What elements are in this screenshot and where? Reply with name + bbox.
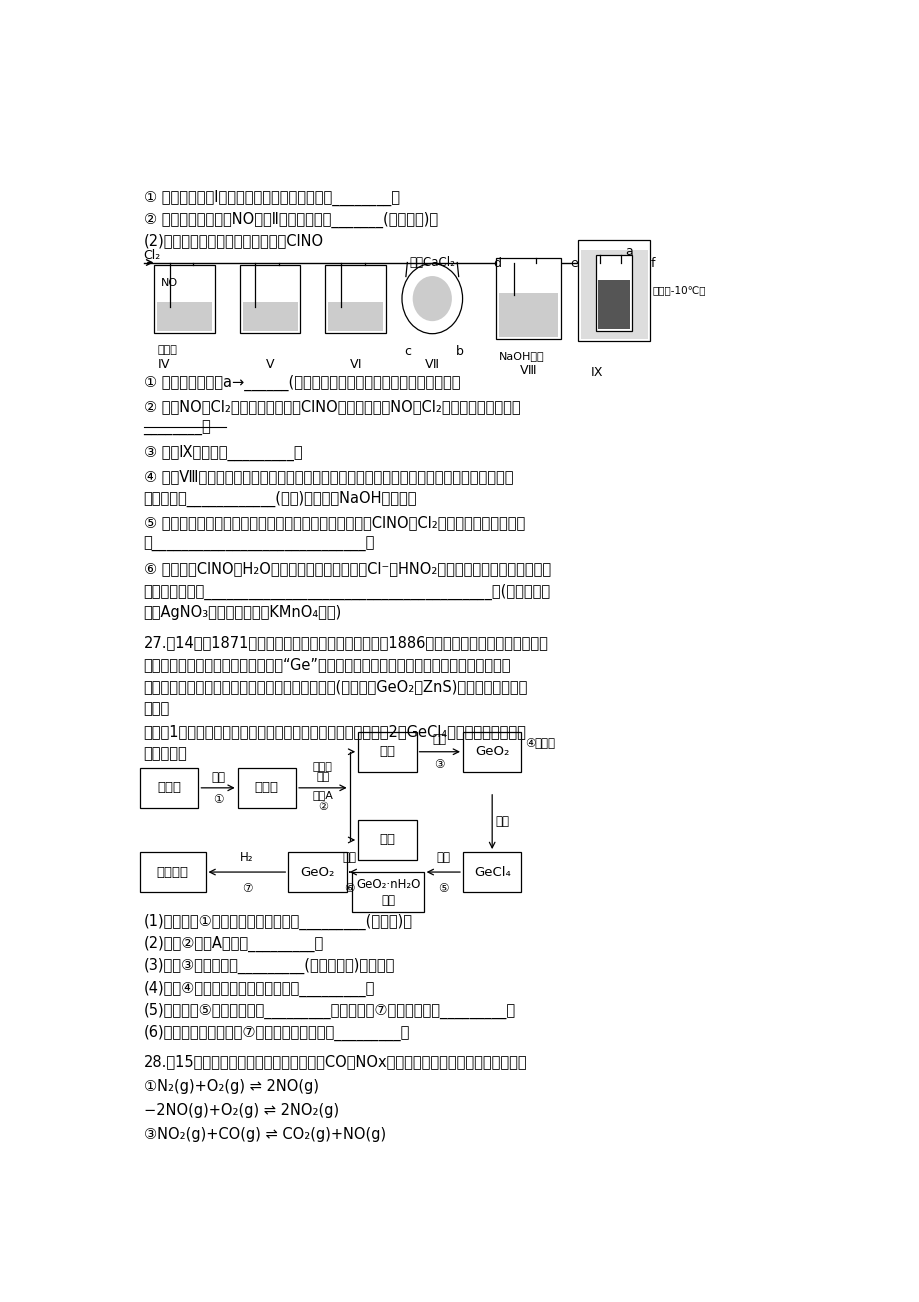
Text: 滤液: 滤液 — [379, 833, 395, 846]
Text: ④: ④ — [525, 737, 535, 750]
Text: 下：AgNO₃溶液，稀硫酸，KMnO₄溶液): 下：AgNO₃溶液，稀硫酸，KMnO₄溶液) — [143, 605, 341, 620]
Text: Cl₂: Cl₂ — [143, 250, 161, 263]
Text: 焙烧: 焙烧 — [432, 733, 447, 746]
Bar — [325, 264, 386, 333]
Text: 为_____________________________。: 为_____________________________。 — [143, 538, 374, 552]
Text: ③: ③ — [434, 758, 445, 771]
Text: 晶体: 晶体 — [380, 894, 394, 907]
Text: f: f — [651, 258, 655, 271]
Text: (1)简述步骤①中提高酸浸效率的措施_________(写两种)。: (1)简述步骤①中提高酸浸效率的措施_________(写两种)。 — [143, 914, 412, 931]
Bar — [328, 302, 382, 331]
Text: ⑥: ⑥ — [344, 881, 355, 894]
Text: 操作A: 操作A — [312, 790, 333, 799]
Bar — [154, 264, 215, 333]
Text: Ⅸ: Ⅸ — [590, 366, 601, 379]
Text: 纯水: 纯水 — [436, 852, 449, 865]
Text: 流程。: 流程。 — [143, 702, 170, 716]
Text: (5)写出步骤⑤的化学方程式_________。写出步骤⑦的化学方程式_________。: (5)写出步骤⑤的化学方程式_________。写出步骤⑦的化学方程式_____… — [143, 1003, 515, 1018]
Text: ③ 装置Ⅸ的作用是_________。: ③ 装置Ⅸ的作用是_________。 — [143, 445, 301, 461]
Text: 浓盐酸: 浓盐酸 — [534, 737, 555, 750]
Text: GeO₂·nH₂O: GeO₂·nH₂O — [356, 879, 420, 892]
Text: e: e — [569, 258, 577, 271]
Bar — [352, 872, 424, 913]
Bar — [597, 280, 630, 328]
Text: ②: ② — [317, 802, 327, 812]
Text: 无水CaCl₂: 无水CaCl₂ — [409, 256, 455, 270]
Bar — [140, 852, 205, 892]
Bar — [596, 255, 631, 331]
Text: 可将尾气与____________(气体)同时通入NaOH溶液中。: 可将尾气与____________(气体)同时通入NaOH溶液中。 — [143, 491, 416, 508]
Text: 已知：1．丹宁是一种有机沉淡剂，可与四价锇络合形成沉淠；2．GeCl₄易水解，在浓盐酸中: 已知：1．丹宁是一种有机沉淡剂，可与四价锇络合形成沉淠；2．GeCl₄易水解，在… — [143, 724, 526, 738]
Text: ⑤: ⑤ — [437, 881, 448, 894]
Text: Ⅴ: Ⅴ — [266, 358, 275, 371]
Text: Ⅳ: Ⅳ — [157, 358, 169, 371]
Text: NO: NO — [161, 279, 178, 288]
Text: GeO₂: GeO₂ — [300, 866, 335, 879]
Text: ⑤ 王水是浓盐酸和浓硫酸的混酸，一定条件下混酸可生成ClNO和Cl₂，该反应的化学方程式: ⑤ 王水是浓盐酸和浓硫酸的混酸，一定条件下混酸可生成ClNO和Cl₂，该反应的化… — [143, 516, 524, 530]
Text: Ⅶ: Ⅶ — [425, 358, 438, 371]
Text: 液硫酸: 液硫酸 — [158, 345, 177, 354]
Bar — [357, 820, 416, 861]
Text: H₂: H₂ — [240, 852, 254, 865]
Bar — [237, 768, 296, 809]
Text: ④ 装置Ⅷ吸收尾气时，有同学认为尾气中的某种气体不能完全被吸收，为了充分吸收尾气，: ④ 装置Ⅷ吸收尾气时，有同学认为尾气中的某种气体不能完全被吸收，为了充分吸收尾气… — [143, 469, 513, 484]
Text: 高纯度锇: 高纯度锇 — [156, 866, 188, 879]
Bar — [157, 302, 211, 331]
Text: 有机沉: 有机沉 — [312, 762, 333, 772]
Text: 淠剂: 淠剂 — [316, 772, 329, 781]
Text: (2)利用以下装置在常温常压下制备ClNO: (2)利用以下装置在常温常压下制备ClNO — [143, 233, 323, 249]
Text: GeCl₄: GeCl₄ — [473, 866, 510, 879]
Text: b: b — [455, 345, 463, 358]
Text: d: d — [493, 258, 500, 271]
Bar — [240, 264, 301, 333]
Bar — [578, 241, 649, 341]
Text: (6)请写出一种证明步骤⑦反应完全的操作方法_________。: (6)请写出一种证明步骤⑦反应完全的操作方法_________。 — [143, 1025, 410, 1040]
Text: 溶液于试管中，_______________________________________。(限选试剂如: 溶液于试管中，_________________________________… — [143, 583, 550, 599]
Text: ①N₂(g)+O₂(g) ⇌ 2NO(g): ①N₂(g)+O₂(g) ⇌ 2NO(g) — [143, 1078, 318, 1094]
Text: ③NO₂(g)+CO(g) ⇌ CO₂(g)+NO(g): ③NO₂(g)+CO(g) ⇌ CO₂(g)+NO(g) — [143, 1126, 385, 1142]
Ellipse shape — [413, 276, 451, 322]
Bar — [462, 852, 521, 892]
Text: ⑦: ⑦ — [242, 881, 252, 894]
Text: 过滤: 过滤 — [495, 815, 509, 828]
Text: (3)步骤③中的物质在_________(填仪器名称)中加热。: (3)步骤③中的物质在_________(填仪器名称)中加热。 — [143, 958, 394, 974]
Text: (2)步骤②操作A方法是_________。: (2)步骤②操作A方法是_________。 — [143, 936, 323, 953]
Bar — [496, 259, 560, 339]
Text: 了锇元素，并以其祖国的名字命名为“Ge”。锇是重要的半导体材料，其有机化合物在治疗癌: 了锇元素，并以其祖国的名字命名为“Ge”。锇是重要的半导体材料，其有机化合物在治… — [143, 658, 510, 673]
Bar — [580, 250, 647, 339]
Text: 溶解度低。: 溶解度低。 — [143, 746, 187, 760]
Text: ② 为使NO和Cl₂恰好完全反应生成ClNO，理论上通入NO和Cl₂两种气体的流速比为: ② 为使NO和Cl₂恰好完全反应生成ClNO，理论上通入NO和Cl₂两种气体的流… — [143, 398, 519, 414]
Text: c: c — [403, 345, 410, 358]
Bar — [140, 768, 199, 809]
Text: 锇锥矿: 锇锥矿 — [157, 781, 181, 794]
Bar — [357, 732, 416, 772]
Text: 沉淠: 沉淠 — [379, 745, 395, 758]
Text: Ⅵ: Ⅵ — [350, 358, 361, 371]
Text: a: a — [624, 246, 632, 259]
Text: ① 写出利用装置Ⅰ制备氯气的离子反应方程式：________。: ① 写出利用装置Ⅰ制备氯气的离子反应方程式：________。 — [143, 189, 399, 206]
Text: Ⅷ: Ⅷ — [520, 363, 536, 376]
Bar — [243, 302, 297, 331]
Text: 27.（14分）1871年门捷列夫最早预言了类硅元素锇，1886年德国化学家温克勒发现和分离: 27.（14分）1871年门捷列夫最早预言了类硅元素锇，1886年德国化学家温克… — [143, 635, 548, 651]
Text: NaOH溶液: NaOH溶液 — [498, 350, 544, 361]
Text: ________。: ________。 — [143, 421, 211, 436]
Text: ⑥ 写出验证ClNO与H₂O完全反应后的溶液中存在Cl⁻和HNO₂的实验步骤：取少量反应后的: ⑥ 写出验证ClNO与H₂O完全反应后的溶液中存在Cl⁻和HNO₂的实验步骤：取… — [143, 561, 550, 577]
Text: 脱水: 脱水 — [342, 852, 357, 865]
Text: (4)步骤④不能用稀盐酸，原因可能是_________。: (4)步骤④不能用稀盐酸，原因可能是_________。 — [143, 980, 374, 996]
Text: GeO₂: GeO₂ — [474, 745, 509, 758]
Text: ①: ① — [212, 793, 223, 806]
Text: ① 装置连接顺序为a→______(按气流自左向右方向，用小写字母表示）。: ① 装置连接顺序为a→______(按气流自左向右方向，用小写字母表示）。 — [143, 375, 460, 391]
Bar — [499, 293, 557, 337]
Bar — [462, 732, 521, 772]
Bar — [288, 852, 346, 892]
Text: 冰盐（-10℃）: 冰盐（-10℃） — [652, 285, 706, 296]
Text: 症方面有着独特的功效。下图为工业上利用锇锥矿(主要成分GeO₂和ZnS)来制备高纯度锇的: 症方面有着独特的功效。下图为工业上利用锇锥矿(主要成分GeO₂和ZnS)来制备高… — [143, 680, 528, 694]
Text: −2NO(g)+O₂(g) ⇌ 2NO₂(g): −2NO(g)+O₂(g) ⇌ 2NO₂(g) — [143, 1103, 338, 1117]
Text: ② 利用上述装置制备NO时，Ⅱ中盛装物质为_______(写化学式)。: ② 利用上述装置制备NO时，Ⅱ中盛装物质为_______(写化学式)。 — [143, 211, 437, 228]
Text: 28.（15分）汽车发动机工作时会产生包括CO、NOx等多种污染气体，涉及到如下反应：: 28.（15分）汽车发动机工作时会产生包括CO、NOx等多种污染气体，涉及到如下… — [143, 1055, 527, 1069]
Text: 浸出液: 浸出液 — [255, 781, 278, 794]
Text: 酸浸: 酸浸 — [210, 771, 225, 784]
